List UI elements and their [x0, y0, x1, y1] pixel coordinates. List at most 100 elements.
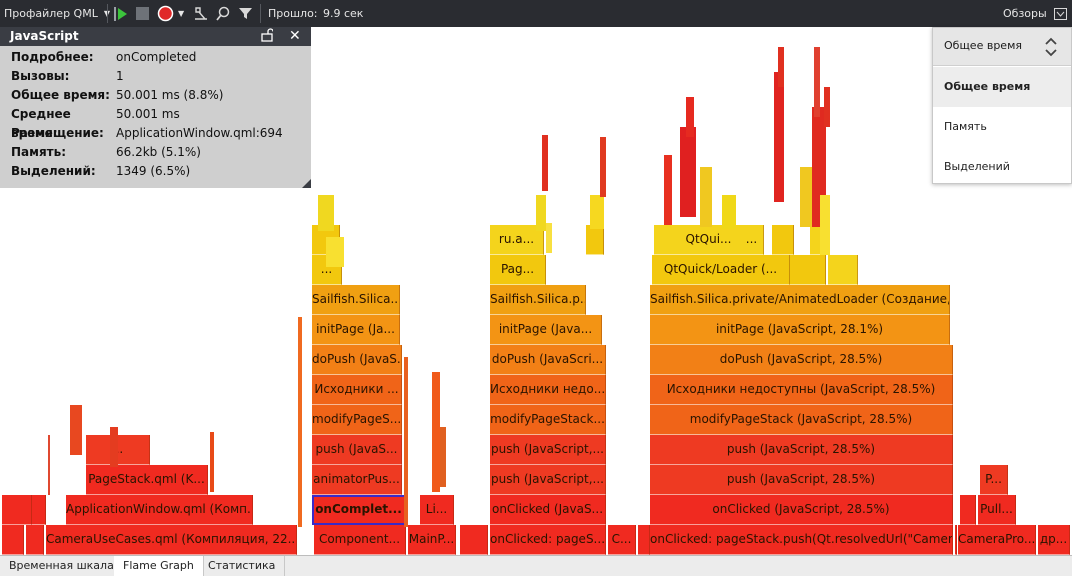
profiler-selector[interactable]: Профайлер QML ▼ [4, 0, 110, 27]
stop-icon[interactable] [136, 0, 149, 27]
close-icon[interactable]: ✕ [289, 28, 301, 44]
flame-block[interactable]: onClicked (JavaScript, 28.5%) [650, 495, 953, 525]
flame-block[interactable]: QtQuick/Loader (... [652, 255, 790, 285]
flame-block[interactable]: onClicked (JavaS... [490, 495, 606, 525]
views-menu-icon[interactable] [1054, 0, 1067, 27]
flame-block[interactable]: Sailfish.Silica.p... [490, 285, 586, 315]
flame-block[interactable] [955, 525, 957, 555]
flame-block-sliver[interactable] [404, 357, 408, 527]
flame-block[interactable]: P... [980, 465, 1008, 495]
flame-block-sliver[interactable] [536, 195, 546, 231]
flame-block[interactable]: push (JavaS... [312, 435, 402, 465]
flame-block[interactable]: Sailfish.Silica.private/AnimatedLoader (… [650, 285, 950, 315]
filter-icon[interactable] [238, 0, 254, 27]
flame-block[interactable]: Исходники ... [312, 375, 402, 405]
flame-block[interactable] [638, 525, 650, 555]
tab-statistics[interactable]: Статистика [199, 556, 286, 576]
flame-block[interactable]: CameraPro... [958, 525, 1036, 555]
flame-block-sliver[interactable] [48, 435, 50, 495]
flame-block-sliver[interactable] [110, 427, 118, 467]
flame-block[interactable]: Sailfish.Silica... [312, 285, 400, 315]
flame-block[interactable]: modifyPageS... [312, 405, 402, 435]
mode-option-memory[interactable]: Память [944, 120, 987, 133]
flame-block[interactable]: CameraUseCases.qml (Компиляция, 22... [46, 525, 297, 555]
mode-dropdown[interactable]: Общее время Общее время Память Выделений [932, 27, 1072, 184]
flame-block-sliver[interactable] [298, 317, 302, 527]
tab-flame-graph[interactable]: Flame Graph [114, 556, 204, 576]
flame-block-sliver[interactable] [326, 237, 344, 267]
flame-block[interactable] [2, 525, 24, 555]
flame-block-sliver[interactable] [820, 195, 830, 255]
flame-block[interactable]: initPage (Ja... [312, 315, 400, 345]
flame-block[interactable]: Исходники недоступны (JavaScript, 28.5%) [650, 375, 953, 405]
flame-block[interactable]: C... [608, 525, 636, 555]
tab-timeline[interactable]: Временная шкала [0, 556, 124, 576]
flame-block[interactable]: animatorPus... [312, 465, 402, 495]
flame-block[interactable]: MainP... [408, 525, 456, 555]
flame-block[interactable] [790, 255, 826, 285]
flame-block[interactable] [460, 525, 488, 555]
flame-block[interactable]: modifyPageStack... [490, 405, 606, 435]
flame-block-sliver[interactable] [600, 137, 606, 197]
flame-block[interactable]: ... [740, 225, 764, 255]
flame-block[interactable]: др... [1038, 525, 1070, 555]
flame-block[interactable]: ... [86, 435, 150, 465]
flame-block-sliver[interactable] [70, 405, 82, 455]
resize-grip-icon[interactable] [302, 179, 311, 188]
flame-block[interactable]: ru.a... [490, 225, 544, 255]
flame-block[interactable] [26, 525, 44, 555]
flame-block[interactable] [2, 495, 32, 525]
flame-block-sliver[interactable] [546, 223, 552, 253]
flame-block-sliver[interactable] [824, 87, 830, 127]
record-options-chevron-icon[interactable]: ▼ [178, 9, 185, 18]
flame-block-sliver[interactable] [542, 135, 548, 191]
flame-block[interactable] [32, 495, 46, 525]
flame-block[interactable] [960, 495, 976, 525]
flame-block-sliver[interactable] [686, 97, 694, 137]
flame-block-selected[interactable]: onComplet... [312, 495, 406, 525]
flame-block-sliver[interactable] [774, 72, 784, 202]
flame-block[interactable] [772, 225, 794, 255]
flame-block-sliver[interactable] [800, 167, 812, 227]
flame-block-sliver[interactable] [680, 127, 696, 217]
flame-block[interactable]: Li... [420, 495, 454, 525]
record-icon[interactable] [157, 0, 174, 27]
flame-block-sliver[interactable] [814, 47, 820, 117]
flame-block[interactable]: onClicked: pageS... [490, 525, 606, 555]
flame-block-sliver[interactable] [318, 195, 334, 231]
flame-block[interactable]: Исходники недо... [490, 375, 606, 405]
flame-block[interactable]: Pull... [978, 495, 1016, 525]
flame-block-sliver[interactable] [700, 167, 712, 227]
flame-block[interactable]: push (JavaScript, 28.5%) [650, 465, 953, 495]
search-icon[interactable] [216, 0, 231, 27]
mode-dropdown-current[interactable]: Общее время [933, 28, 1071, 66]
flame-block-sliver[interactable] [432, 372, 440, 492]
flame-graph[interactable]: CameraUseCases.qml (Компиляция, 22... Com… [0, 27, 1072, 555]
mode-option-allocations[interactable]: Выделений [944, 160, 1010, 173]
flame-block[interactable]: Pag... [490, 255, 546, 285]
flame-block-sliver[interactable] [440, 427, 446, 487]
flame-block[interactable]: onClicked: pageStack.push(Qt.resolvedUrl… [650, 525, 953, 555]
flame-block[interactable]: push (JavaScript,... [490, 435, 606, 465]
flame-block[interactable]: doPush (JavaScript, 28.5%) [650, 345, 953, 375]
flame-block[interactable]: doPush (JavaScri... [490, 345, 606, 375]
flame-block[interactable]: PageStack.qml (K... [86, 465, 208, 495]
flame-block[interactable]: doPush (JavaS... [312, 345, 402, 375]
flame-block-sliver[interactable] [664, 155, 672, 225]
flame-block-sliver[interactable] [722, 195, 736, 229]
flame-block[interactable]: ApplicationWindow.qml (Комп... [66, 495, 253, 525]
flame-block[interactable] [828, 255, 858, 285]
flame-block[interactable]: Component... [314, 525, 406, 555]
flame-block[interactable]: initPage (JavaScript, 28.1%) [650, 315, 950, 345]
flame-block[interactable]: push (JavaScript,... [490, 465, 606, 495]
clear-icon[interactable] [193, 0, 209, 27]
flame-block[interactable]: initPage (Java... [490, 315, 602, 345]
flame-block[interactable] [586, 225, 604, 255]
flame-block[interactable]: push (JavaScript, 28.5%) [650, 435, 953, 465]
mode-option-total-time[interactable]: Общее время [933, 67, 1071, 107]
flame-block-sliver[interactable] [590, 195, 604, 229]
views-button[interactable]: Обзоры [1003, 0, 1047, 27]
unlock-icon[interactable] [261, 28, 274, 48]
run-icon[interactable] [114, 0, 128, 27]
flame-block-sliver[interactable] [210, 432, 214, 492]
